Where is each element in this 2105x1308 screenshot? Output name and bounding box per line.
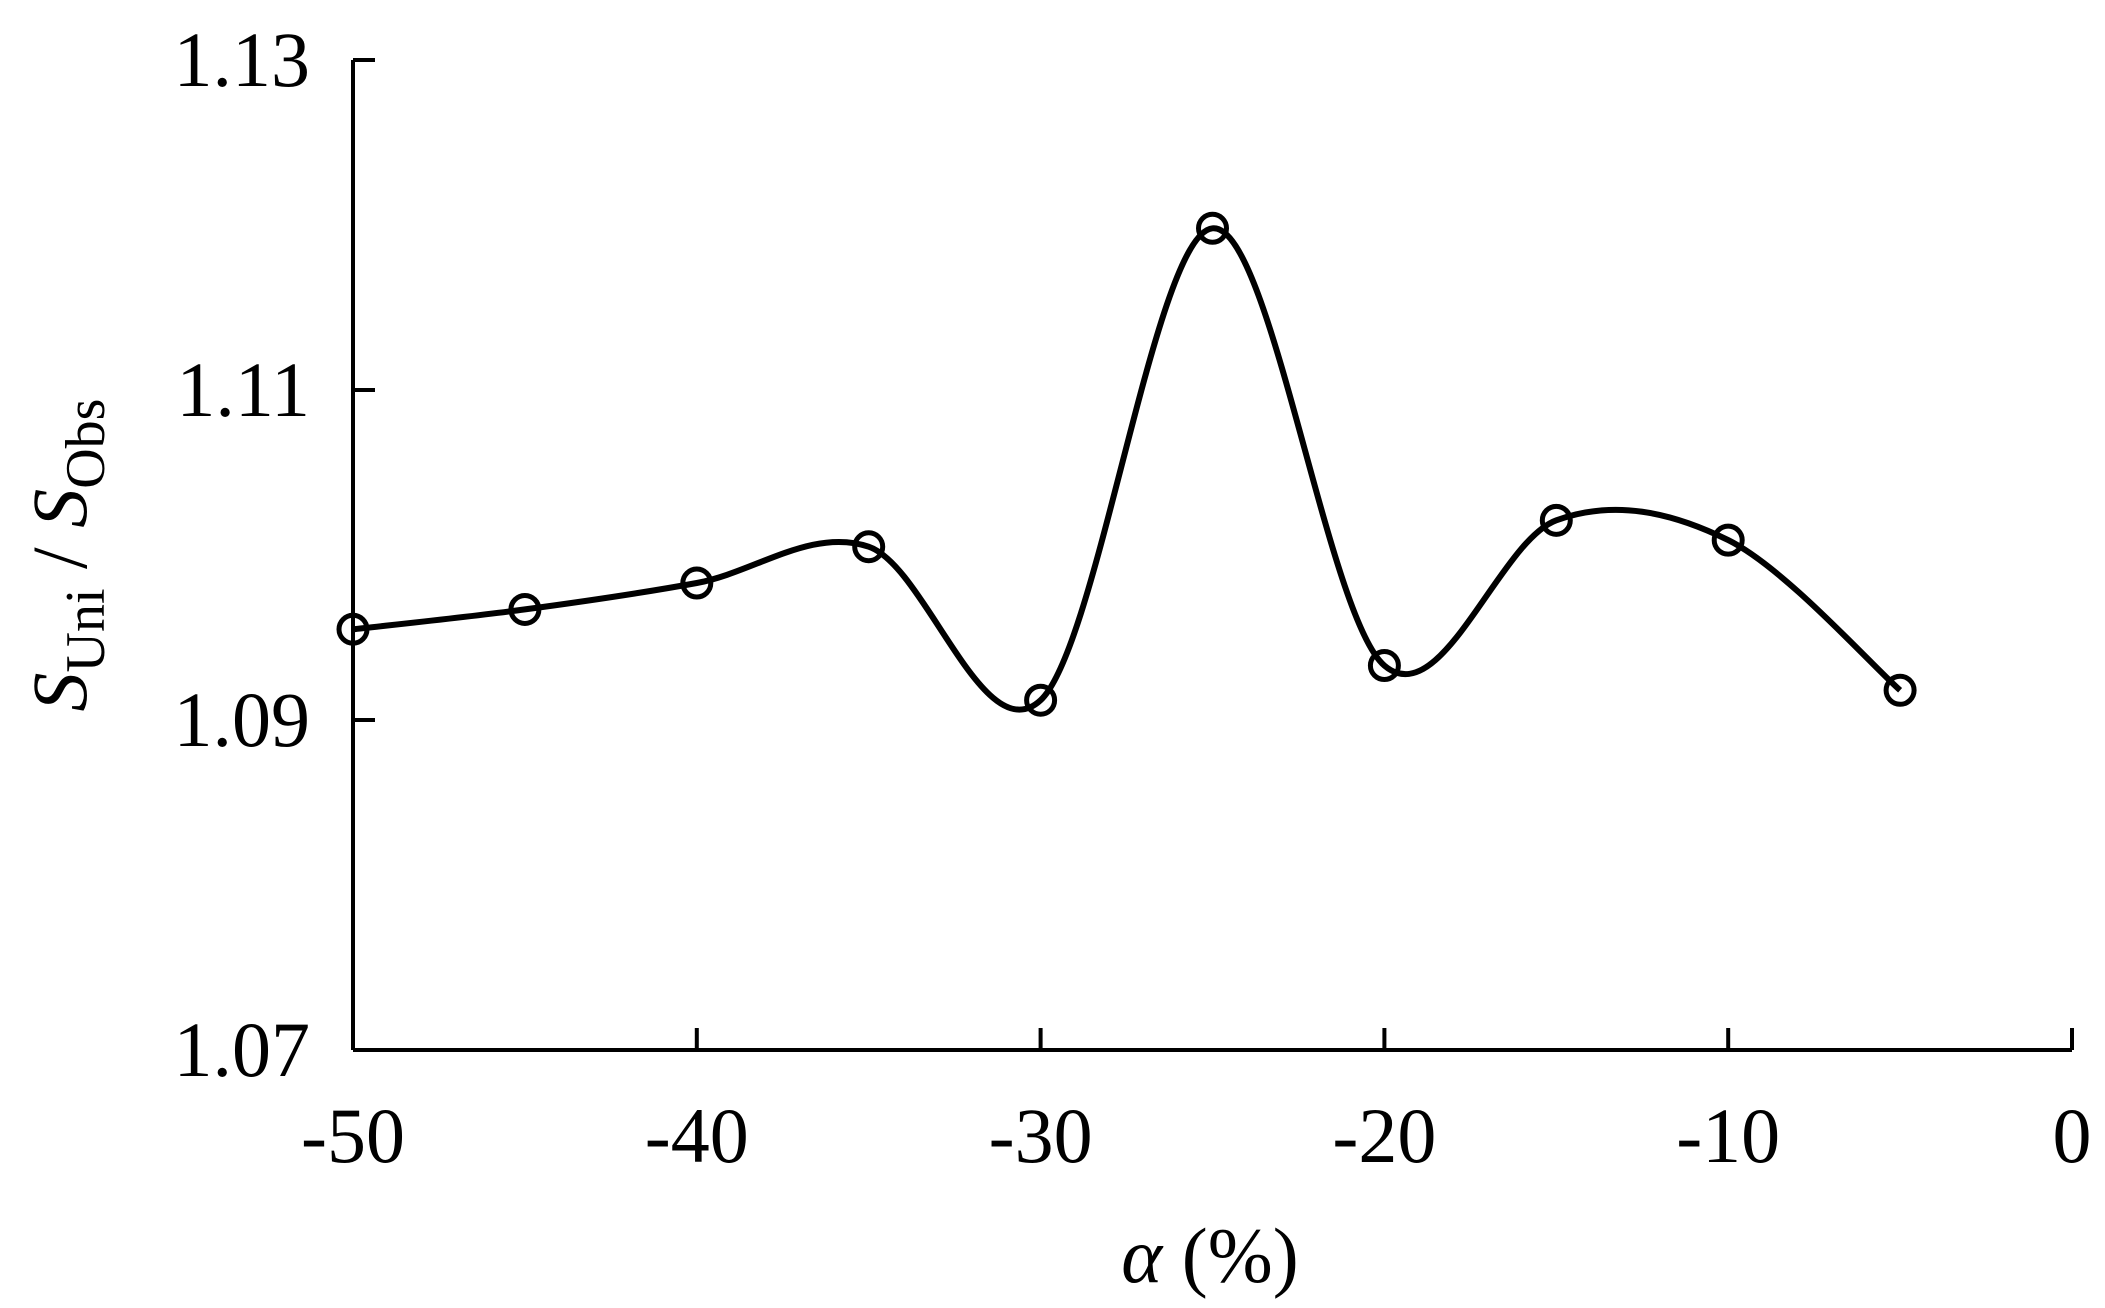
y-tick-label: 1.07 [174,1006,311,1093]
data-point-marker [852,530,886,564]
y-axis-ticks: 1.07 1.09 1.11 1.13 [174,16,375,1093]
x-axis-ticks: -50 -40 -30 -20 -10 0 [301,1028,2092,1179]
y-axis-numerator-subscript: Uni [55,588,117,672]
x-axis-unit: (%) [1162,1212,1298,1299]
x-tick-label: -50 [301,1092,405,1179]
x-tick-label: 0 [2053,1092,2092,1179]
data-point-marker [1883,673,1917,707]
data-point-marker [680,566,714,600]
x-axis-symbol: α [1121,1212,1164,1299]
data-point-marker [508,592,542,626]
y-tick-label: 1.09 [174,676,311,763]
series-markers [336,211,1917,717]
data-point-marker [1539,503,1573,537]
y-axis-separator: / [16,528,103,589]
y-axis-title: SUni / SObs [16,399,117,712]
data-point-marker [1367,649,1401,683]
x-axis-title: α (%) [1121,1212,1298,1299]
y-axis-numerator-symbol: S [16,672,103,711]
data-point-marker [1711,523,1745,557]
x-tick-label: -40 [645,1092,749,1179]
data-point-marker [336,612,370,646]
plot-area [351,60,2072,1052]
x-tick-label: -10 [1676,1092,1780,1179]
y-tick-label: 1.11 [176,346,310,433]
data-point-marker [1024,683,1058,717]
data-point-marker [1196,211,1229,245]
y-tick-label: 1.13 [174,16,311,103]
y-axis-denominator-symbol: S [16,489,103,528]
x-tick-label: -30 [989,1092,1093,1179]
y-axis-denominator-subscript: Obs [55,399,117,489]
x-tick-label: -20 [1332,1092,1436,1179]
series-line [352,225,1903,713]
